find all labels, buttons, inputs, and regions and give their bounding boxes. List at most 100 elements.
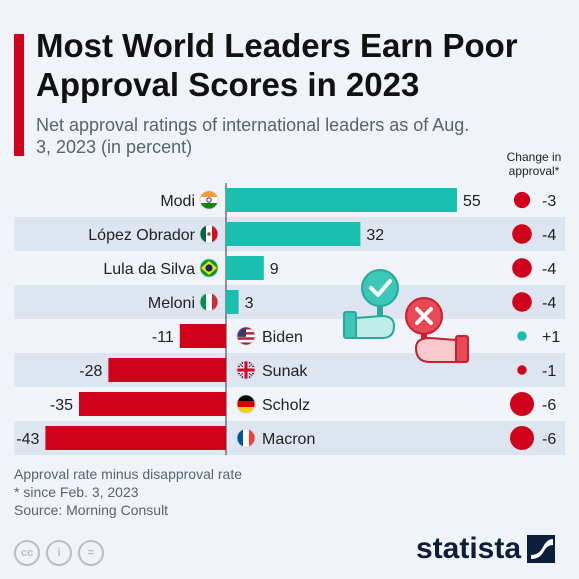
bar: [45, 426, 227, 450]
flag-stripe: [237, 401, 255, 407]
creative-commons-icon[interactable]: cc: [14, 540, 40, 566]
bar: [179, 324, 226, 348]
flag-stripe: [237, 429, 243, 447]
flag-fill: [200, 293, 218, 311]
flag-stripe: [212, 225, 218, 243]
bar: [226, 188, 457, 212]
row-band: [14, 353, 565, 387]
flag-fill: [237, 327, 255, 345]
flag-stripe: [200, 293, 206, 311]
bar-value-label: 3: [245, 295, 254, 312]
change-value-label: -4: [542, 227, 556, 244]
flag-stripe: [200, 197, 218, 203]
flag-stripe: [212, 293, 218, 311]
title-accent-bar: [14, 34, 24, 156]
flag-stripe: [249, 429, 255, 447]
flag-fill: [237, 395, 255, 413]
bar: [79, 392, 226, 416]
flag-india-icon: [199, 190, 219, 210]
flag-stripe: [200, 191, 218, 197]
chart-notes: Approval rate minus disapproval rate * s…: [14, 465, 242, 519]
leader-name-label: Sunak: [262, 363, 308, 380]
statista-logo[interactable]: statista: [416, 532, 556, 566]
flag-fill: [237, 429, 255, 447]
flag-outline: [199, 224, 219, 244]
change-dot: [517, 365, 527, 375]
bar: [226, 290, 239, 314]
note-since: * since Feb. 3, 2023: [14, 484, 139, 500]
flag-outline: [236, 360, 256, 380]
note-definition: Approval rate minus disapproval rate: [14, 466, 243, 482]
flag-emblem: [206, 197, 212, 203]
approval-hands-illustration: [343, 269, 469, 363]
flag-stripe: [243, 429, 249, 447]
bar-value-label: -35: [50, 397, 73, 414]
change-dot: [510, 392, 534, 416]
change-value-label: -3: [542, 193, 556, 210]
leader-name-label: Lula da Silva: [103, 261, 195, 278]
flag-emblem: [207, 232, 211, 236]
change-value-label: +1: [542, 329, 560, 346]
flag-italy-icon: [199, 292, 219, 312]
flag-fill: [237, 361, 255, 379]
leader-name-label: López Obrador: [88, 227, 195, 244]
bar: [226, 256, 264, 280]
attribution-icon[interactable]: i: [46, 540, 72, 566]
change-value-label: -6: [542, 431, 556, 448]
flag-outline: [236, 326, 256, 346]
flag-stripe: [206, 293, 212, 311]
flag-canton: [237, 327, 246, 337]
flag-stripe: [237, 407, 255, 413]
flag-usa-icon: [236, 326, 256, 346]
bar-value-label: 55: [463, 193, 481, 210]
leader-name-label: Meloni: [148, 295, 195, 312]
change-column-header: Change in approval*: [506, 150, 562, 178]
change-dot: [510, 426, 534, 450]
brand-name: statista: [416, 532, 522, 565]
flag-fill: [200, 225, 218, 243]
flag-outline: [236, 394, 256, 414]
flag-france-icon: [236, 428, 256, 448]
leader-name-label: Modi: [160, 193, 195, 210]
bar: [108, 358, 226, 382]
bar-value-label: -28: [79, 363, 102, 380]
change-value-label: -1: [542, 363, 556, 380]
no-derivatives-icon[interactable]: =: [78, 540, 104, 566]
change-value-label: -6: [542, 397, 556, 414]
flag-stripe: [200, 225, 206, 243]
change-dot: [517, 331, 527, 341]
flag-germany-icon: [236, 394, 256, 414]
flag-uk-icon: [236, 360, 256, 380]
bar-value-label: 9: [270, 261, 279, 278]
flag-outline: [236, 428, 256, 448]
bar-value-label: -11: [152, 329, 174, 346]
change-dot: [512, 292, 532, 312]
flag-fill: [200, 259, 218, 277]
chart-subtitle: Net approval ratings of international le…: [36, 115, 470, 157]
flag-stripe: [237, 395, 255, 401]
change-dot: [512, 224, 532, 244]
flag-stripe: [237, 342, 255, 345]
leader-name-label: Biden: [262, 329, 303, 346]
change-dot: [513, 191, 531, 209]
flag-outline: [199, 292, 219, 312]
thumbs-down-sign-icon: [405, 297, 469, 363]
change-value-label: -4: [542, 261, 556, 278]
change-value-label: -4: [542, 295, 556, 312]
bar-value-label: -43: [16, 431, 39, 448]
flag-outline: [199, 190, 219, 210]
statista-mark-icon: [527, 535, 556, 563]
source-credit: Source: Morning Consult: [14, 502, 169, 518]
flag-fill: [200, 191, 218, 209]
flag-mexico-icon: [199, 224, 219, 244]
flag-globe: [205, 264, 213, 272]
leader-name-label: Scholz: [262, 397, 310, 414]
flag-stripe: [237, 337, 255, 340]
thumbs-up-sign-icon: [343, 269, 399, 339]
row-band: [14, 285, 565, 319]
license-icons: cc i =: [14, 540, 104, 566]
flag-stripe: [237, 339, 255, 343]
flag-cross: [237, 368, 255, 372]
